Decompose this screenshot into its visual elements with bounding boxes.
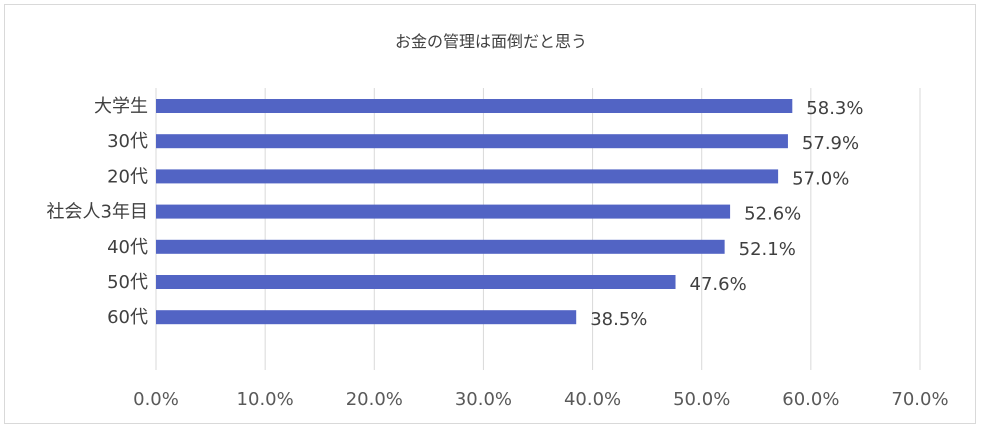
category-label: 大学生 <box>94 96 148 117</box>
data-label: 52.6% <box>744 204 801 225</box>
bar <box>156 169 779 184</box>
category-label: 30代 <box>107 131 148 152</box>
x-tick-label: 50.0% <box>673 389 730 410</box>
chart-title: お金の管理は面倒だと思う <box>395 32 587 51</box>
x-axis-tick-labels: 0.0% 10.0% 20.0% 30.0% 40.0% 50.0% 60.0% 70.0% <box>133 389 948 410</box>
bar <box>156 99 793 113</box>
category-label: 社会人3年目 <box>47 202 148 223</box>
x-tick-label: 60.0% <box>782 389 839 410</box>
data-label: 58.3% <box>806 98 863 119</box>
bars <box>156 99 793 325</box>
category-label: 40代 <box>107 237 148 258</box>
bar <box>156 204 731 219</box>
data-labels: 58.3% 57.9% 57.0% 52.6% 52.1% 47.6% 38.5% <box>590 98 863 330</box>
x-tick-label: 0.0% <box>133 389 179 410</box>
category-label: 60代 <box>107 307 148 328</box>
data-label: 38.5% <box>590 309 647 330</box>
bar <box>156 310 577 325</box>
data-label: 57.9% <box>802 133 859 154</box>
gridlines <box>155 88 921 370</box>
category-label: 20代 <box>107 166 148 187</box>
x-tick-label: 70.0% <box>891 389 948 410</box>
data-label: 57.0% <box>792 168 849 189</box>
category-label: 50代 <box>107 272 148 293</box>
x-tick-label: 40.0% <box>564 389 621 410</box>
bar <box>156 275 676 289</box>
data-label: 47.6% <box>690 274 747 295</box>
x-tick-label: 20.0% <box>346 389 403 410</box>
bar <box>156 239 725 254</box>
x-tick-label: 30.0% <box>455 389 512 410</box>
data-label: 52.1% <box>739 239 796 260</box>
x-tick-label: 10.0% <box>237 389 294 410</box>
bar <box>156 134 788 149</box>
